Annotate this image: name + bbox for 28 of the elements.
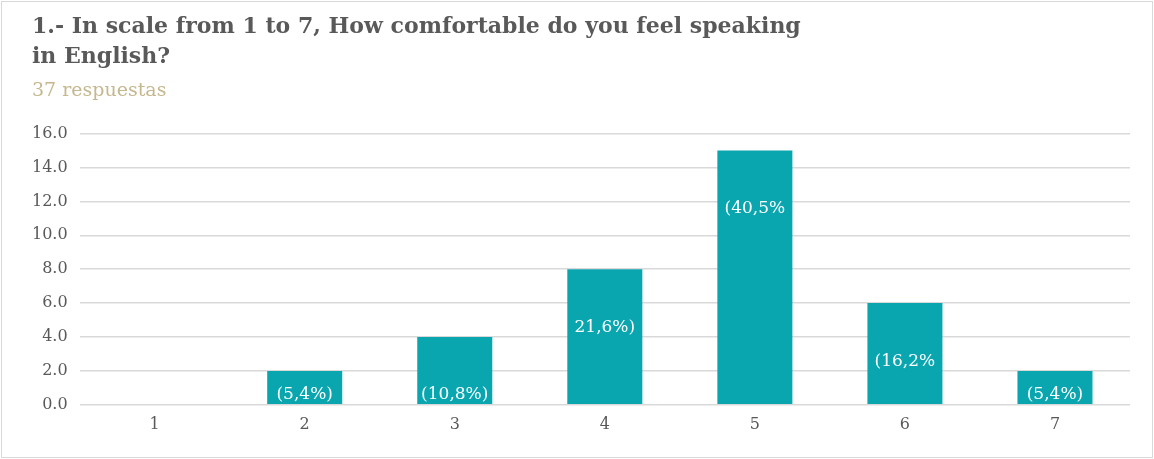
bar xyxy=(567,269,643,405)
y-tick-label: 4.0 xyxy=(42,326,68,346)
x-tick-label: 4 xyxy=(599,413,610,433)
x-tick-label: 3 xyxy=(449,413,460,433)
bar xyxy=(867,303,943,405)
annotation: (16,2% xyxy=(874,349,936,370)
x-tick-label: 6 xyxy=(899,413,911,433)
x-tick-label: 1 xyxy=(149,413,160,433)
chart-title: 1.- In scale from 1 to 7, How comfortable do you feel speaking in English? xyxy=(32,11,802,70)
annotation: 21,6%) xyxy=(574,315,636,336)
y-tick-label: 16.0 xyxy=(32,122,68,142)
y-tick-label: 6.0 xyxy=(42,292,68,312)
x-tick-label: 5 xyxy=(749,413,760,433)
y-tick-label: 10.0 xyxy=(32,224,68,244)
annotation: (5,4%) xyxy=(1026,383,1084,404)
bar xyxy=(717,150,793,405)
annotation: (5,4%) xyxy=(276,383,333,404)
x-tick-label: 7 xyxy=(1049,413,1061,433)
y-tick-label: 0.0 xyxy=(42,393,68,413)
y-tick-label: 2.0 xyxy=(42,360,68,380)
y-tick-label: 8.0 xyxy=(42,258,68,278)
y-tick-label: 12.0 xyxy=(32,190,68,210)
x-tick-label: 2 xyxy=(299,413,310,433)
y-tick-label: 14.0 xyxy=(32,156,68,176)
chart-subtitle: 37 respuestas xyxy=(32,78,167,100)
annotation: (40,5% xyxy=(724,196,786,217)
annotation: (10,8%) xyxy=(421,383,489,404)
bar xyxy=(417,337,493,405)
